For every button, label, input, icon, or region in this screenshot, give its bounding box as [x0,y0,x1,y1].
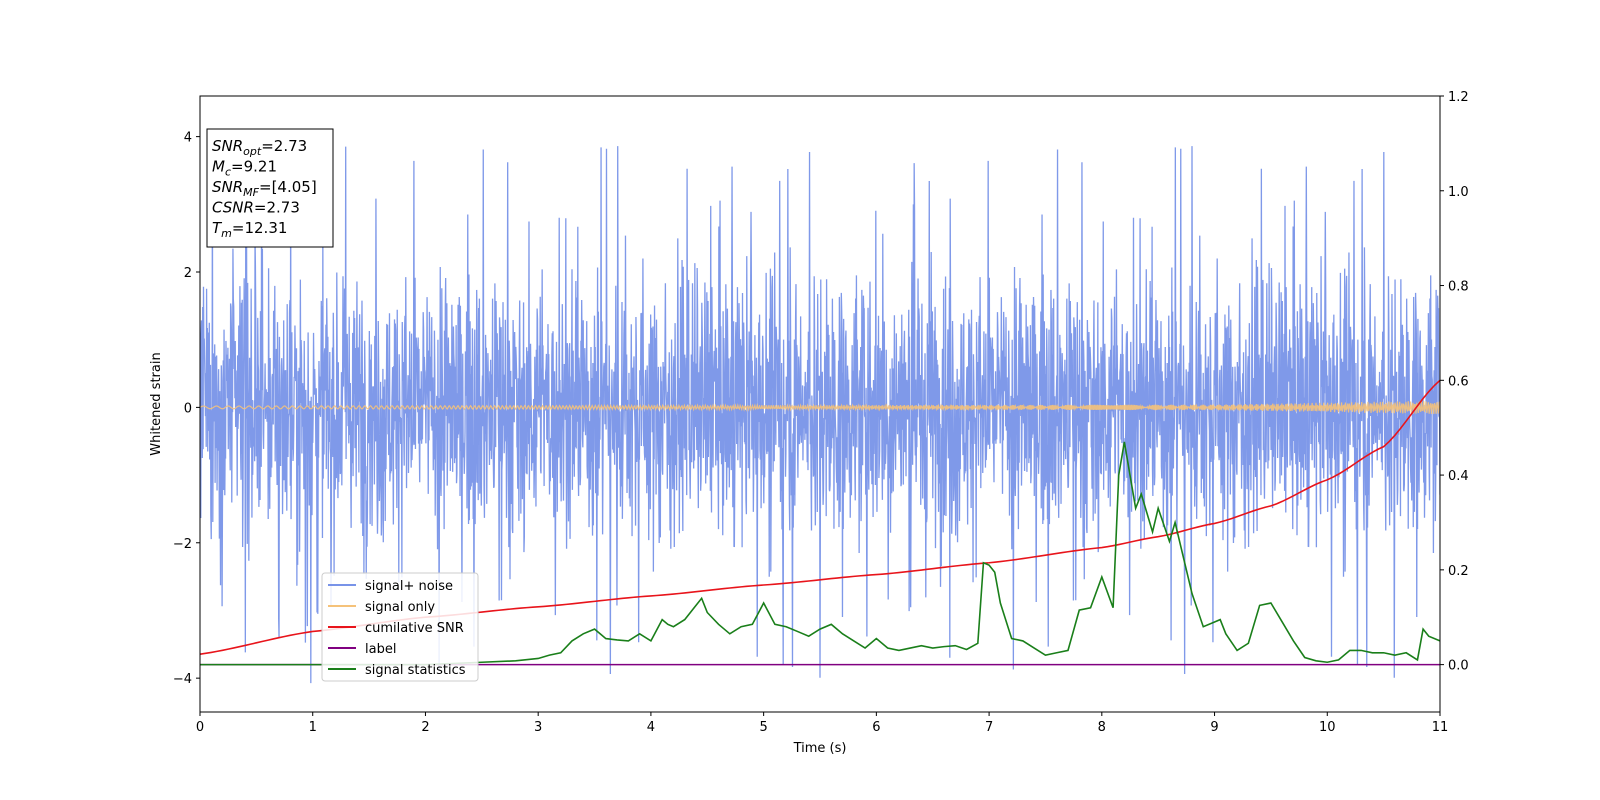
legend-label: signal only [365,600,435,615]
annotation-line: SNRMF=[4.05] [212,178,317,199]
y-tick-label: −4 [173,672,192,687]
x-tick-label: 6 [872,720,880,735]
y-right-tick-label: 0.4 [1448,469,1469,484]
y-tick-label: 2 [184,266,192,281]
legend-frame [321,572,479,682]
x-tick-label: 1 [309,720,317,735]
x-tick-label: 11 [1432,720,1449,735]
x-tick-label: 7 [985,720,993,735]
axis-ticks: 0 1 2 3 4 5 6 7 8 9 10 11 −4 −2 0 2 4 0.0 0.2 0.4 0.6 0.8 1.0 1… [173,90,1469,735]
x-tick-label: 2 [421,720,429,735]
annotation-line: SNRopt=2.73 [212,137,307,158]
y-right-tick-label: 0.6 [1448,374,1469,389]
y-right-tick-label: 1.2 [1448,90,1469,105]
legend-label: cumilative SNR [365,621,464,636]
y-right-tick-label: 0.8 [1448,280,1469,295]
y-tick-label: 0 [184,401,192,416]
y-tick-label: 4 [184,131,192,146]
y-right-tick-label: 1.0 [1448,185,1469,200]
legend-label: signal+ noise [365,579,453,594]
annotation-line: Tm=12.31 [212,219,287,240]
axes-frame [199,95,1441,713]
x-tick-label: 10 [1319,720,1336,735]
y-right-tick-label: 0.2 [1448,564,1469,579]
y-axis-label: Whitened strain [149,352,164,455]
x-tick-label: 5 [759,720,767,735]
x-tick-label: 8 [1098,720,1106,735]
annotation-line: CSNR=2.73 [212,199,300,217]
legend-label: label [365,642,396,657]
x-axis-label: Time (s) [793,741,847,756]
x-tick-label: 9 [1210,720,1218,735]
series-signal-plus-noise-line [200,137,1440,684]
annotation-line: Mc=9.21 [212,158,277,179]
x-tick-label: 3 [534,720,542,735]
y-right-tick-label: 0.0 [1448,659,1469,674]
series-signal-only-line [200,400,1440,415]
x-tick-label: 4 [647,720,655,735]
annotation-frame [206,128,334,248]
y-tick-label: −2 [173,537,192,552]
series-signal-statistics-line [200,441,1440,666]
x-tick-label: 0 [196,720,204,735]
legend: signal+ noise signal only cumilative SNR la… [321,572,479,682]
legend-label: signal statistics [365,663,466,678]
